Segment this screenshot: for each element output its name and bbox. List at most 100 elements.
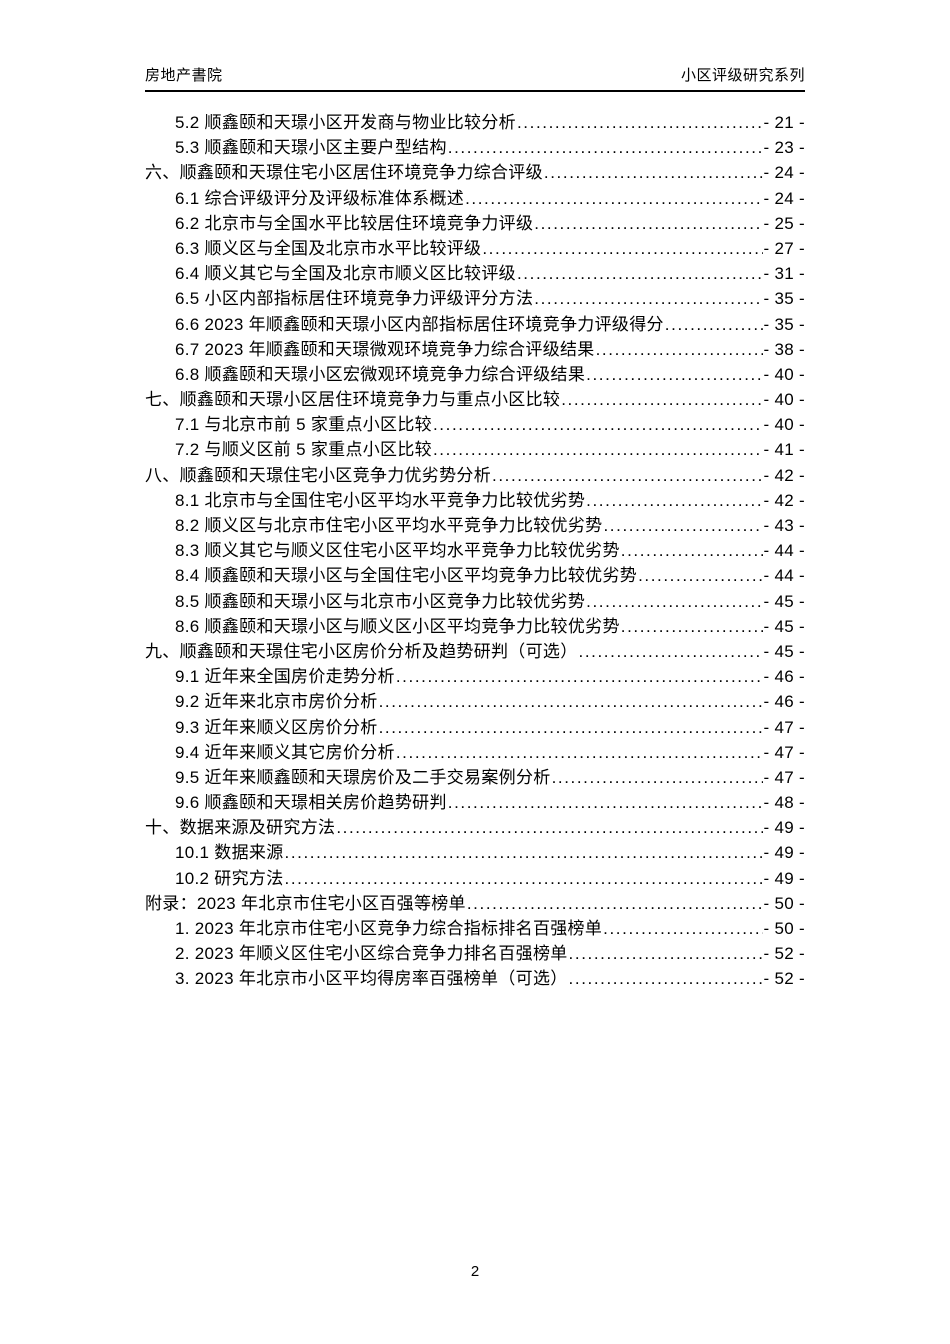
toc-entry[interactable]: 3. 2023 年北京市小区平均得房率百强榜单（可选） - 52 - (175, 964, 805, 989)
toc-entry-label: 七、顺鑫颐和天璟小区居住环境竞争力与重点小区比较 (145, 390, 561, 410)
toc-entry[interactable]: 6.2 北京市与全国水平比较居住环境竞争力评级 - 25 - (175, 209, 805, 234)
toc-leader-dots (396, 667, 763, 687)
toc-leader-dots (285, 869, 763, 889)
toc-entry[interactable]: 8.2 顺义区与北京市住宅小区平均水平竞争力比较优劣势 - 43 - (175, 511, 805, 536)
toc-entry[interactable]: 8.5 顺鑫颐和天璟小区与北京市小区竞争力比较优劣势 - 45 - (175, 587, 805, 612)
toc-entry[interactable]: 9.1 近年来全国房价走势分析 - 46 - (175, 662, 805, 687)
toc-leader-dots (467, 894, 763, 914)
toc-entry-label: 九、顺鑫颐和天璟住宅小区房价分析及趋势研判（可选） (145, 641, 578, 661)
toc-entry[interactable]: 8.4 顺鑫颐和天璟小区与全国住宅小区平均竞争力比较优劣势 - 44 - (175, 561, 805, 586)
toc-entry-page: - 25 - (763, 213, 805, 233)
toc-entry[interactable]: 九、顺鑫颐和天璟住宅小区房价分析及趋势研判（可选） - 45 - (145, 637, 805, 662)
toc-entry[interactable]: 10.1 数据来源 - 49 - (175, 838, 805, 863)
toc-leader-dots (379, 718, 763, 738)
toc-leader-dots (433, 440, 763, 460)
toc-entry-page: - 40 - (763, 415, 805, 435)
toc-entry-page: - 46 - (763, 692, 805, 712)
toc-leader-dots (285, 843, 763, 863)
toc-entry-label: 9.4 近年来顺义其它房价分析 (175, 742, 395, 762)
toc-entry-label: 7.2 与顺义区前 5 家重点小区比较 (175, 440, 432, 460)
toc-entry-page: - 52 - (763, 944, 805, 964)
toc-entry[interactable]: 7.2 与顺义区前 5 家重点小区比较 - 41 - (175, 435, 805, 460)
toc-entry[interactable]: 十、数据来源及研究方法 - 49 - (145, 813, 805, 838)
toc-entry[interactable]: 6.8 顺鑫颐和天璟小区宏微观环境竞争力综合评级结果 - 40 - (175, 360, 805, 385)
toc-leader-dots (621, 541, 763, 561)
toc-leader-dots (596, 340, 763, 360)
toc-entry-page: - 45 - (763, 641, 805, 661)
toc-entry-page: - 23 - (763, 138, 805, 158)
toc-entry-page: - 49 - (763, 843, 805, 863)
toc-entry[interactable]: 7.1 与北京市前 5 家重点小区比较 - 40 - (175, 410, 805, 435)
toc-entry[interactable]: 6.7 2023 年顺鑫颐和天璟微观环境竞争力综合评级结果 - 38 - (175, 335, 805, 360)
toc-entry-label: 9.1 近年来全国房价走势分析 (175, 667, 395, 687)
toc-entry[interactable]: 9.6 顺鑫颐和天璟相关房价趋势研判 - 48 - (175, 788, 805, 813)
toc-entry-label: 10.1 数据来源 (175, 843, 284, 863)
toc-entry[interactable]: 七、顺鑫颐和天璟小区居住环境竞争力与重点小区比较 - 40 - (145, 385, 805, 410)
toc-entry-page: - 41 - (763, 440, 805, 460)
toc-entry-page: - 49 - (763, 868, 805, 888)
toc-entry-page: - 47 - (763, 767, 805, 787)
toc-entry[interactable]: 9.4 近年来顺义其它房价分析 - 47 - (175, 738, 805, 763)
toc-entry[interactable]: 9.3 近年来顺义区房价分析 - 47 - (175, 713, 805, 738)
toc-entry[interactable]: 六、顺鑫颐和天璟住宅小区居住环境竞争力综合评级 - 24 - (145, 158, 805, 183)
toc-leader-dots (465, 189, 762, 209)
toc-entry-page: - 44 - (763, 541, 805, 561)
toc-entry[interactable]: 6.1 综合评级评分及评级标准体系概述 - 24 - (175, 184, 805, 209)
toc-entry-page: - 35 - (763, 314, 805, 334)
toc-entry-label: 六、顺鑫颐和天璟住宅小区居住环境竞争力综合评级 (145, 163, 543, 183)
toc-leader-dots (665, 315, 763, 335)
header-right-title: 小区评级研究系列 (680, 67, 805, 84)
toc-entry-page: - 24 - (763, 188, 805, 208)
toc-entry-page: - 40 - (763, 364, 805, 384)
toc-entry-page: - 50 - (763, 893, 805, 913)
toc-entry[interactable]: 8.6 顺鑫颐和天璟小区与顺义区小区平均竞争力比较优劣势 - 45 - (175, 612, 805, 637)
toc-entry[interactable]: 6.4 顺义其它与全国及北京市顺义区比较评级 - 31 - (175, 259, 805, 284)
toc-entry[interactable]: 8.1 北京市与全国住宅小区平均水平竞争力比较优劣势 - 42 - (175, 486, 805, 511)
toc-leader-dots (448, 138, 763, 158)
toc-entry-label: 8.1 北京市与全国住宅小区平均水平竞争力比较优劣势 (175, 490, 586, 510)
toc-entry-label: 3. 2023 年北京市小区平均得房率百强榜单（可选） (175, 969, 568, 989)
toc-entry-label: 8.3 顺义其它与顺义区住宅小区平均水平竞争力比较优劣势 (175, 541, 620, 561)
toc-entry-label: 8.2 顺义区与北京市住宅小区平均水平竞争力比较优劣势 (175, 516, 603, 535)
toc-entry-label: 10.2 研究方法 (175, 868, 284, 888)
toc-entry-label: 6.8 顺鑫颐和天璟小区宏微观环境竞争力综合评级结果 (175, 364, 586, 384)
toc-entry[interactable]: 9.2 近年来北京市房价分析 - 46 - (175, 687, 805, 712)
toc-entry[interactable]: 6.5 小区内部指标居住环境竞争力评级评分方法 - 35 - (175, 284, 805, 309)
toc-entry-page: - 44 - (763, 566, 805, 586)
toc-entry[interactable]: 2. 2023 年顺义区住宅小区综合竞争力排名百强榜单 - 52 - (175, 939, 805, 964)
toc-leader-dots (561, 390, 762, 410)
toc-leader-dots (586, 592, 762, 612)
toc-entry[interactable]: 八、顺鑫颐和天璟住宅小区竞争力优劣势分析 - 42 - (145, 461, 805, 486)
toc-entry[interactable]: 9.5 近年来顺鑫颐和天璟房价及二手交易案例分析 - 47 - (175, 763, 805, 788)
toc-entry-page: - 42 - (763, 465, 805, 485)
page-header: 房地产書院 小区评级研究系列 (145, 64, 805, 92)
toc-leader-dots (552, 768, 763, 788)
toc-entry[interactable]: 5.2 顺鑫颐和天璟小区开发商与物业比较分析 - 21 - (175, 108, 805, 133)
toc-entry-page: - 50 - (763, 919, 805, 938)
toc-entry-label: 十、数据来源及研究方法 (145, 818, 336, 838)
toc-entry-page: - 45 - (763, 616, 805, 636)
toc-entry-page: - 49 - (763, 818, 805, 838)
header-left-title: 房地产書院 (145, 67, 223, 84)
toc-entry-page: - 47 - (763, 742, 805, 762)
page-number: 2 (470, 1263, 480, 1280)
toc-leader-dots (586, 365, 762, 385)
toc-entry-label: 6.4 顺义其它与全国及北京市顺义区比较评级 (175, 264, 516, 284)
toc-leader-dots (492, 466, 763, 486)
toc-entry-page: - 46 - (763, 667, 805, 687)
toc-leader-dots (534, 214, 762, 234)
toc-entry-label: 9.3 近年来顺义区房价分析 (175, 717, 378, 737)
toc-entry[interactable]: 附录：2023 年北京市住宅小区百强等榜单 - 50 - (145, 889, 805, 914)
toc-entry-page: - 35 - (763, 289, 805, 309)
toc-entry[interactable]: 5.3 顺鑫颐和天璟小区主要户型结构 - 23 - (175, 133, 805, 158)
toc-entry[interactable]: 1. 2023 年北京市住宅小区竞争力综合指标排名百强榜单 - 50 - (175, 914, 805, 939)
toc-leader-dots (603, 516, 762, 536)
toc-entry[interactable]: 10.2 研究方法 - 49 - (175, 864, 805, 889)
toc-leader-dots (336, 818, 762, 838)
toc-entry[interactable]: 8.3 顺义其它与顺义区住宅小区平均水平竞争力比较优劣势 - 44 - (175, 536, 805, 561)
toc-entry[interactable]: 6.6 2023 年顺鑫颐和天璟小区内部指标居住环境竞争力评级得分 - 35 - (175, 310, 805, 335)
toc-entry[interactable]: 6.3 顺义区与全国及北京市水平比较评级 - 27 - (175, 234, 805, 259)
toc-entry-page: - 27 - (763, 238, 805, 258)
toc-entry-label: 附录：2023 年北京市住宅小区百强等榜单 (145, 893, 466, 913)
